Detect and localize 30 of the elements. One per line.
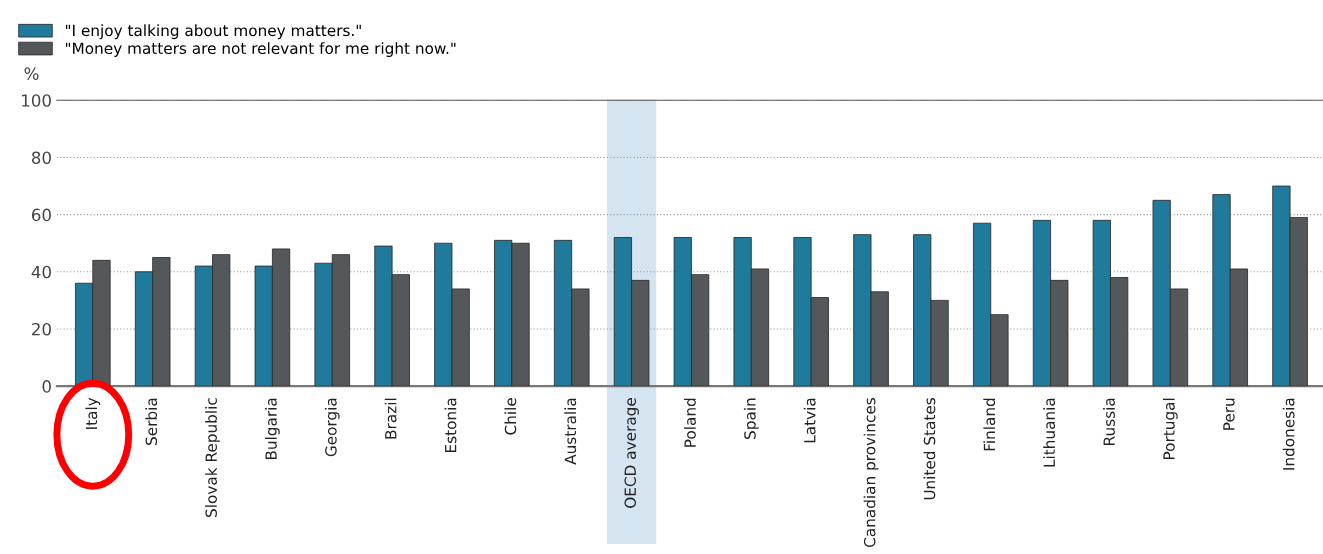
legend-label: "I enjoy talking about money matters." [65,24,361,40]
x-tick-label: Spain [743,398,759,439]
x-tick-label: Serbia [145,398,158,445]
y-tick-label: 80 [31,151,51,165]
x-tick-label: OECD average [624,398,639,508]
x-tick-label: Russia [1103,398,1115,445]
x-tick-label: Estonia [444,398,457,452]
x-tick-label: Australia [564,398,577,465]
x-tick-label: Peru [1223,398,1235,430]
y-axis-title: % [24,67,39,80]
y-tick-label: 20 [32,322,51,336]
x-tick-label: Portugal [1162,398,1178,460]
x-tick-label: Italy [85,397,101,429]
x-tick-label: Brazil [384,398,397,439]
y-tick-label: 0 [42,380,51,393]
x-tick-label: Canadian provinces [863,398,879,548]
x-tick-label: Lithuania [1043,398,1056,467]
x-tick-label: Georgia [324,398,340,457]
x-tick-label: Latvia [803,398,816,443]
y-tick-label: 100 [22,94,51,107]
x-tick-label: Chile [504,398,517,435]
y-tick-label: 40 [31,265,51,279]
x-tick-label: Finland [983,398,996,451]
x-tick-label: Slovak Republic [205,398,220,517]
x-tick-label: United States [923,397,936,500]
y-tick-label: 60 [31,208,51,222]
x-tick-label: Bulgaria [265,398,280,460]
x-tick-label: Indonesia [1282,398,1295,470]
x-tick-label: Poland [684,398,696,447]
legend-label: "Money matters are not relevant for me right now." [65,42,456,57]
